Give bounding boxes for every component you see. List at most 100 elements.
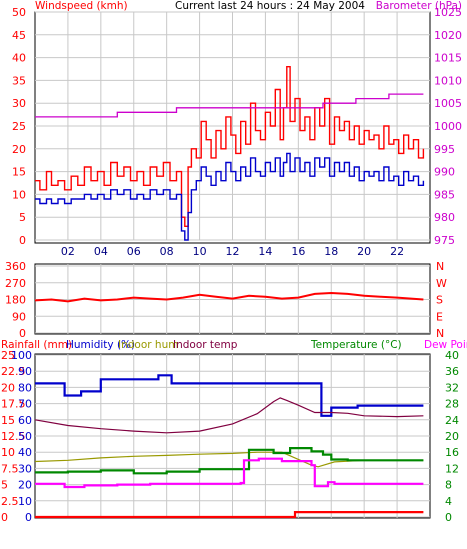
series-temperature bbox=[35, 447, 424, 475]
barometer-tick-label: 985 bbox=[434, 188, 455, 201]
humidity-tick-label: 10 bbox=[18, 495, 32, 508]
panel-rain-temp-humidity-legend: Rainfall (mm) Humidity (%) Indoor hum In… bbox=[1, 339, 467, 351]
rainfall-tick-label: 5 bbox=[1, 479, 8, 492]
time-tick-label: 14 bbox=[258, 245, 272, 258]
series-dew_point bbox=[35, 457, 424, 489]
barometer-tick-label: 1015 bbox=[434, 52, 462, 65]
series-average bbox=[35, 152, 425, 241]
time-tick-label: 08 bbox=[160, 245, 174, 258]
panel-wind-baro-x-ticks: 02 04 06 08 10 12 14 16 18 20 22 bbox=[61, 245, 404, 258]
temperature-tick-label: 12 bbox=[445, 462, 459, 475]
rainfall-tick-label: 10 bbox=[1, 446, 15, 459]
barometer-tick-label: 995 bbox=[434, 143, 455, 156]
direction-tick-label: 270 bbox=[5, 277, 26, 290]
direction-tick-label: 90 bbox=[12, 310, 26, 323]
temperature-tick-label: 8 bbox=[445, 479, 452, 492]
series-humidity bbox=[35, 374, 424, 417]
chart-header-title: Current last 24 hours : 24 May 2004 bbox=[175, 0, 365, 12]
series-direction bbox=[34, 291, 424, 303]
temperature-tick-label: 24 bbox=[445, 414, 459, 427]
time-tick-label: 06 bbox=[127, 245, 141, 258]
humidity-tick-label: 90 bbox=[18, 365, 32, 378]
temperature-tick-label: 16 bbox=[445, 446, 459, 459]
humidity-tick-label: 0 bbox=[25, 511, 32, 524]
windspeed-tick-label: 10 bbox=[12, 188, 26, 201]
legend-rainfall: Rainfall (mm) bbox=[1, 339, 72, 351]
rainfall-axis-ticks: 0 2.5 5 7.5 10 12.5 15 17.5 20 22.5 25 bbox=[1, 349, 26, 524]
temperature-tick-label: 20 bbox=[445, 430, 459, 443]
legend-dew-point: Dew Point bbox=[424, 339, 467, 351]
windspeed-tick-label: 30 bbox=[12, 97, 26, 110]
windspeed-tick-label: 35 bbox=[12, 74, 26, 87]
rainfall-tick-label: 20 bbox=[1, 381, 15, 394]
windspeed-tick-label: 20 bbox=[12, 143, 26, 156]
temperature-tick-label: 0 bbox=[445, 511, 452, 524]
compass-tick-label: N bbox=[436, 260, 444, 273]
legend-temperature: Temperature (°C) bbox=[310, 339, 402, 351]
windspeed-tick-label: 45 bbox=[12, 29, 26, 42]
time-tick-label: 16 bbox=[291, 245, 305, 258]
barometer-tick-label: 980 bbox=[434, 211, 455, 224]
humidity-axis-ticks: 0 10 20 30 40 50 60 70 80 90 100 bbox=[11, 349, 32, 524]
humidity-tick-label: 70 bbox=[18, 398, 32, 411]
series-gust bbox=[35, 66, 425, 227]
series-indoor_hum bbox=[34, 451, 424, 468]
time-tick-label: 18 bbox=[324, 245, 338, 258]
temperature-tick-label: 4 bbox=[445, 495, 452, 508]
time-tick-label: 02 bbox=[61, 245, 75, 258]
barometer-label: Barometer (hPa) bbox=[376, 0, 462, 12]
time-tick-label: 20 bbox=[357, 245, 371, 258]
time-tick-label: 04 bbox=[94, 245, 108, 258]
compass-tick-label: N bbox=[436, 327, 444, 340]
time-tick-label: 10 bbox=[193, 245, 207, 258]
compass-tick-label: E bbox=[436, 310, 443, 323]
windspeed-label: Windspeed (kmh) bbox=[35, 0, 128, 12]
windspeed-tick-label: 5 bbox=[19, 211, 26, 224]
series-rainfall bbox=[35, 511, 424, 519]
temperature-axis-ticks: 0 4 8 12 16 20 24 28 32 36 40 bbox=[445, 349, 459, 524]
humidity-tick-label: 20 bbox=[18, 479, 32, 492]
windspeed-tick-label: 50 bbox=[12, 6, 26, 19]
rainfall-tick-label: 2.5 bbox=[1, 495, 19, 508]
barometer-tick-label: 1010 bbox=[434, 74, 462, 87]
barometer-tick-label: 1025 bbox=[434, 6, 462, 19]
direction-tick-label: 360 bbox=[5, 260, 26, 273]
rainfall-tick-label: 7.5 bbox=[1, 462, 19, 475]
direction-tick-label: 180 bbox=[5, 294, 26, 307]
humidity-tick-label: 50 bbox=[18, 430, 32, 443]
panel-rain-temp-humidity-series bbox=[34, 374, 424, 519]
barometer-tick-label: 1000 bbox=[434, 120, 462, 133]
humidity-tick-label: 80 bbox=[18, 381, 32, 394]
legend-humidity: Humidity (%) bbox=[66, 339, 135, 351]
windspeed-tick-label: 0 bbox=[19, 234, 26, 247]
rainfall-tick-label: 17.5 bbox=[1, 398, 26, 411]
legend-indoor-temp: Indoor temp bbox=[173, 339, 238, 351]
humidity-tick-label: 100 bbox=[11, 349, 32, 362]
humidity-tick-label: 40 bbox=[18, 446, 32, 459]
humidity-tick-label: 30 bbox=[18, 462, 32, 475]
compass-tick-label: S bbox=[436, 294, 443, 307]
temperature-tick-label: 28 bbox=[445, 398, 459, 411]
time-tick-label: 22 bbox=[390, 245, 404, 258]
panel-wind-direction-series bbox=[34, 291, 424, 303]
legend-indoor-hum: Indoor hum bbox=[118, 339, 178, 351]
panel-wind-baro-series bbox=[35, 66, 425, 241]
time-tick-label: 12 bbox=[226, 245, 240, 258]
rainfall-tick-label: 22.5 bbox=[1, 365, 26, 378]
temperature-tick-label: 32 bbox=[445, 381, 459, 394]
barometer-tick-label: 1005 bbox=[434, 97, 462, 110]
barometer-tick-label: 975 bbox=[434, 234, 455, 247]
temperature-tick-label: 36 bbox=[445, 365, 459, 378]
series-indoor_temp bbox=[34, 397, 424, 434]
windspeed-tick-label: 40 bbox=[12, 52, 26, 65]
barometer-tick-label: 990 bbox=[434, 166, 455, 179]
direction-tick-label: 0 bbox=[19, 327, 26, 340]
rainfall-tick-label: 12.5 bbox=[1, 430, 26, 443]
panel-wind-baro-right-ticks: 975 980 985 990 995 1000 1005 1010 1015 1020 1025 bbox=[434, 6, 462, 247]
